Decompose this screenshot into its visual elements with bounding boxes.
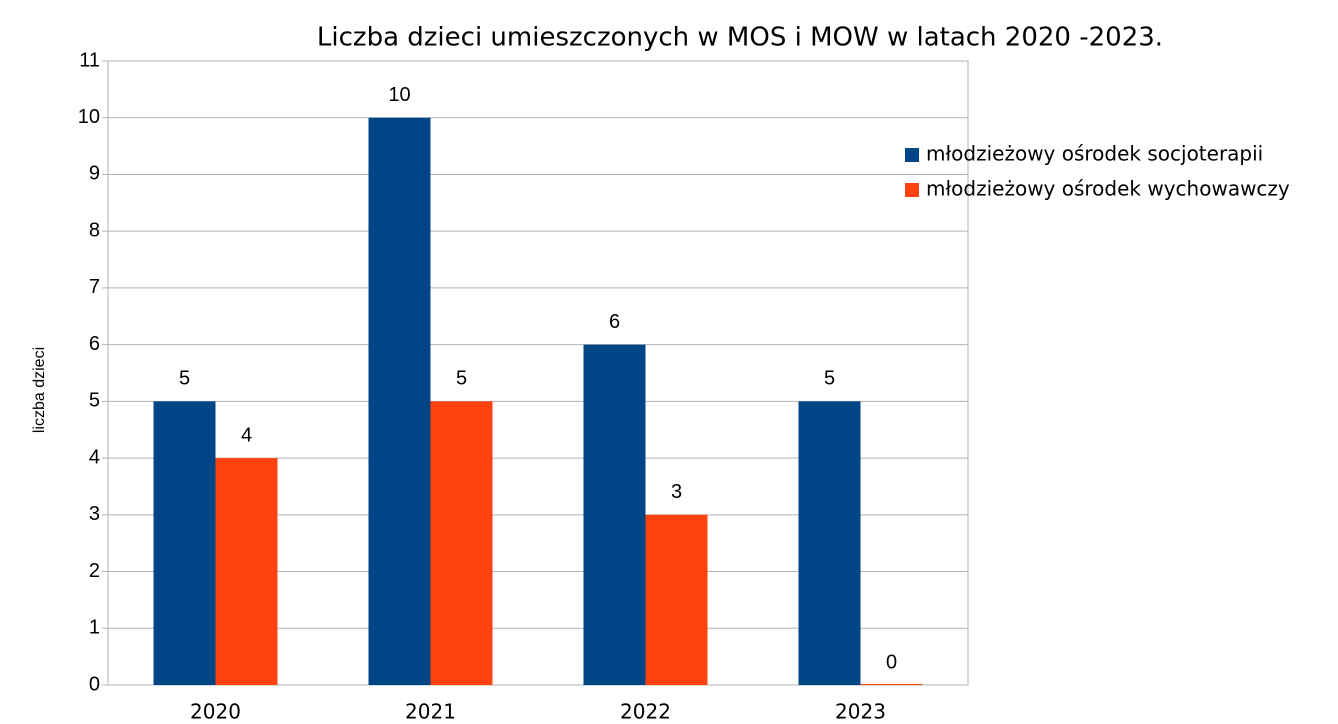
- bar: [798, 401, 861, 685]
- y-tick-label: 4: [89, 446, 100, 468]
- legend-swatch: [905, 148, 919, 162]
- bar: [430, 401, 493, 685]
- y-tick-label: 5: [89, 390, 100, 412]
- bar: [860, 684, 923, 685]
- legend-label: młodzieżowy ośrodek wychowawczy: [926, 177, 1290, 201]
- data-label: 6: [609, 311, 620, 333]
- x-tick-label: 2020: [190, 700, 241, 724]
- x-tick-label: 2021: [405, 700, 456, 724]
- legend-swatch: [905, 183, 919, 197]
- y-tick-label: 8: [89, 219, 100, 241]
- x-tick-label: 2023: [835, 700, 886, 724]
- chart-title: Liczba dzieci umieszczonych w MOS i MOW …: [317, 23, 1163, 53]
- data-label: 10: [388, 84, 410, 106]
- data-label: 3: [671, 481, 682, 503]
- x-tick-label: 2022: [620, 700, 671, 724]
- y-axis-label: liczba dzieci: [31, 347, 48, 433]
- data-label: 4: [241, 424, 252, 446]
- y-tick-label: 2: [89, 560, 100, 582]
- bar: [583, 344, 646, 685]
- y-tick-label: 7: [89, 276, 100, 298]
- data-label: 5: [456, 368, 467, 390]
- data-label: 5: [824, 368, 835, 390]
- y-tick-label: 6: [89, 333, 100, 355]
- bar: [215, 458, 278, 685]
- bar: [645, 514, 708, 685]
- y-tick-label: 1: [89, 617, 100, 639]
- data-label: 0: [886, 651, 897, 673]
- legend-label: młodzieżowy ośrodek socjoterapii: [926, 142, 1263, 166]
- y-tick-label: 9: [89, 163, 100, 185]
- bar: [368, 117, 431, 685]
- bar: [153, 401, 216, 685]
- y-tick-label: 0: [89, 673, 100, 695]
- y-tick-label: 3: [89, 503, 100, 525]
- y-tick-label: 11: [79, 49, 100, 71]
- data-label: 5: [179, 368, 190, 390]
- y-tick-label: 10: [78, 106, 100, 128]
